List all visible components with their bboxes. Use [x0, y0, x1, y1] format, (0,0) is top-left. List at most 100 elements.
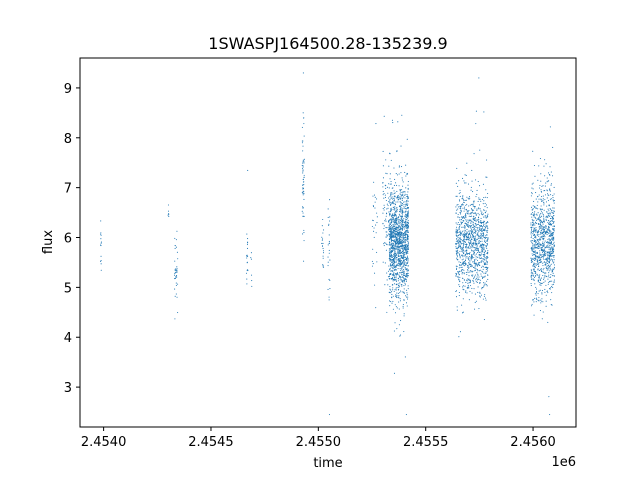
data-point — [481, 236, 483, 238]
data-point — [402, 226, 404, 229]
data-point — [472, 246, 475, 248]
data-point — [457, 252, 459, 254]
data-point — [390, 202, 392, 204]
data-point — [484, 215, 486, 217]
data-point — [458, 180, 460, 182]
data-point — [533, 216, 535, 218]
data-point — [392, 271, 394, 273]
data-point — [472, 270, 474, 272]
data-point — [382, 207, 384, 210]
data-point — [485, 262, 487, 264]
data-point — [465, 281, 467, 284]
data-point — [533, 229, 535, 231]
data-point — [546, 228, 548, 230]
data-point — [482, 221, 484, 223]
data-point — [456, 256, 459, 258]
data-point — [405, 264, 407, 266]
data-point — [407, 239, 409, 241]
data-point — [401, 239, 403, 242]
data-point — [470, 241, 472, 243]
data-point — [549, 189, 551, 191]
data-point — [405, 279, 407, 281]
data-point — [456, 309, 458, 311]
data-point — [396, 284, 398, 286]
data-point — [392, 193, 394, 195]
data-point — [545, 263, 547, 265]
data-point — [389, 173, 391, 175]
data-point — [405, 214, 407, 216]
data-point — [476, 247, 478, 249]
data-point — [406, 221, 408, 223]
data-point — [468, 205, 470, 207]
data-point — [486, 197, 488, 199]
data-point — [530, 233, 532, 235]
data-point — [401, 231, 403, 234]
data-point — [545, 227, 547, 229]
data-point — [530, 231, 532, 233]
data-point — [543, 201, 545, 203]
data-point — [399, 279, 401, 281]
data-point — [399, 242, 401, 244]
data-point — [407, 211, 409, 213]
data-point — [322, 264, 324, 266]
data-point — [404, 284, 406, 286]
data-point — [322, 255, 324, 257]
data-point — [398, 261, 400, 263]
data-point — [397, 201, 399, 203]
data-point — [473, 229, 475, 231]
data-point — [458, 193, 460, 195]
data-point — [405, 223, 407, 225]
data-point — [388, 221, 390, 223]
data-point — [385, 215, 387, 217]
data-point — [405, 296, 408, 298]
data-point — [176, 251, 178, 253]
data-point — [537, 247, 539, 249]
data-point — [403, 299, 405, 301]
data-point — [461, 230, 463, 232]
data-point — [541, 228, 543, 230]
data-point — [396, 295, 398, 297]
data-point — [383, 244, 385, 247]
data-point — [396, 307, 398, 309]
data-point — [477, 212, 479, 214]
data-point — [543, 254, 545, 257]
data-point — [485, 210, 487, 212]
data-point — [481, 249, 483, 251]
data-point — [389, 253, 391, 255]
data-point — [457, 206, 459, 208]
data-point — [550, 243, 552, 245]
data-point — [247, 255, 249, 258]
data-point — [398, 265, 400, 267]
data-point — [390, 235, 392, 237]
data-point — [478, 77, 480, 79]
data-point — [406, 248, 408, 250]
data-point — [545, 218, 547, 220]
data-point — [539, 252, 541, 254]
data-point — [397, 263, 399, 265]
data-point — [483, 272, 485, 274]
data-point — [100, 241, 102, 243]
data-point — [541, 242, 543, 244]
data-point — [389, 226, 391, 228]
data-point — [479, 208, 481, 210]
data-point — [246, 247, 249, 250]
data-point — [548, 172, 550, 174]
data-point — [542, 223, 544, 225]
data-point — [383, 115, 385, 117]
data-point — [472, 212, 474, 214]
data-point — [396, 269, 398, 271]
data-point — [399, 231, 401, 233]
data-point — [385, 249, 387, 251]
data-point — [456, 195, 458, 197]
data-point — [396, 229, 398, 231]
data-point — [548, 281, 550, 283]
data-point — [477, 286, 479, 288]
data-point — [473, 259, 475, 261]
data-point — [391, 291, 393, 293]
data-point — [456, 265, 458, 268]
data-point — [374, 207, 376, 209]
data-point — [389, 202, 391, 204]
data-point — [532, 243, 534, 245]
data-point — [550, 220, 552, 222]
data-point — [484, 205, 486, 208]
